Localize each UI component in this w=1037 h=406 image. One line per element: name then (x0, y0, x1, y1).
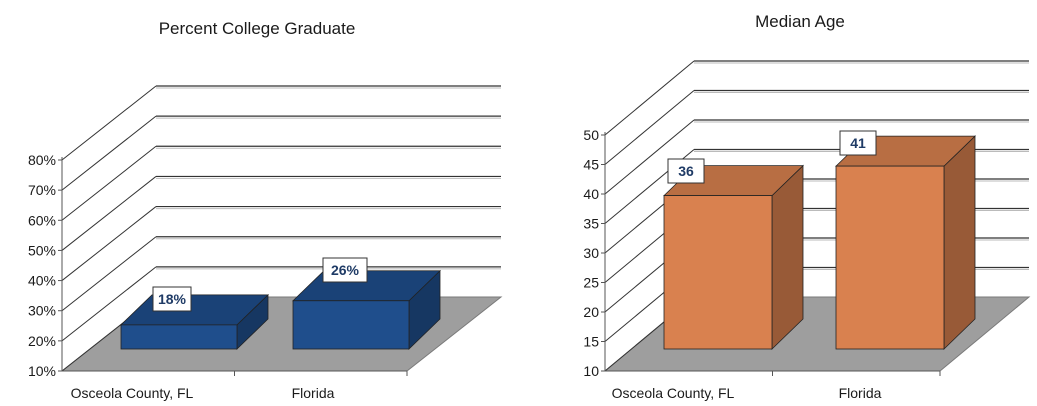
y-tick-label: 20 (583, 304, 599, 320)
category-label: Osceola County, FL (612, 385, 735, 401)
data-label-box (322, 257, 368, 283)
y-tick-label: 70% (28, 182, 56, 198)
bar-2 (292, 269, 441, 350)
gridline-side (61, 145, 157, 221)
data-label: 26% (331, 262, 360, 278)
gridline-side (61, 236, 157, 312)
gridline-side (61, 176, 157, 251)
data-label-box (152, 286, 192, 312)
chart-title: Median Age (755, 12, 845, 31)
bar-front (292, 300, 410, 350)
bar-front (835, 165, 945, 350)
category-label: Florida (839, 385, 882, 401)
data-label: 18% (158, 291, 187, 307)
y-tick-label: 10 (583, 363, 599, 379)
y-tick-label: 10% (28, 363, 56, 379)
chart-title: Percent College Graduate (159, 19, 356, 38)
gridline-side (604, 60, 695, 136)
y-tick-label: 50% (28, 242, 56, 258)
y-tick-label: 60% (28, 212, 56, 228)
gridline-side (61, 115, 157, 191)
chart-2: Median Age 10 15 20 25 30 35 40 45 50 36 41 Osceola … (583, 12, 1031, 401)
y-tick-label: 80% (28, 152, 56, 168)
y-tick-label: 45 (583, 157, 599, 173)
y-tick-label: 30% (28, 303, 56, 319)
category-label: Florida (292, 385, 335, 401)
bar-1 (120, 293, 269, 350)
bar-side (771, 164, 804, 350)
chart-1: Percent College Graduate 10% 20% 30% 40% 50% 6… (28, 19, 503, 401)
y-tick-label: 40 (583, 186, 599, 202)
data-label-box (667, 158, 705, 184)
gridline-side (604, 90, 695, 165)
data-label: 36 (678, 163, 694, 179)
gridline-side (61, 266, 157, 342)
bar-2 (835, 135, 976, 350)
y-tick-label: 15 (583, 334, 599, 350)
data-label: 41 (850, 135, 866, 151)
y-tick-label: 35 (583, 216, 599, 232)
bar-side (943, 135, 976, 350)
y-tick-label: 50 (583, 127, 599, 143)
y-tick-label: 40% (28, 273, 56, 289)
y-tick-label: 20% (28, 333, 56, 349)
y-tick-label: 30 (583, 245, 599, 261)
bar-front (120, 324, 238, 350)
gridline-side (604, 119, 695, 195)
gridline-side (61, 85, 157, 161)
gridline-side (61, 206, 157, 281)
category-label: Osceola County, FL (71, 385, 194, 401)
bar-front (663, 195, 773, 350)
data-label-box (839, 130, 877, 156)
y-tick-label: 25 (583, 275, 599, 291)
bar-1 (663, 164, 804, 350)
